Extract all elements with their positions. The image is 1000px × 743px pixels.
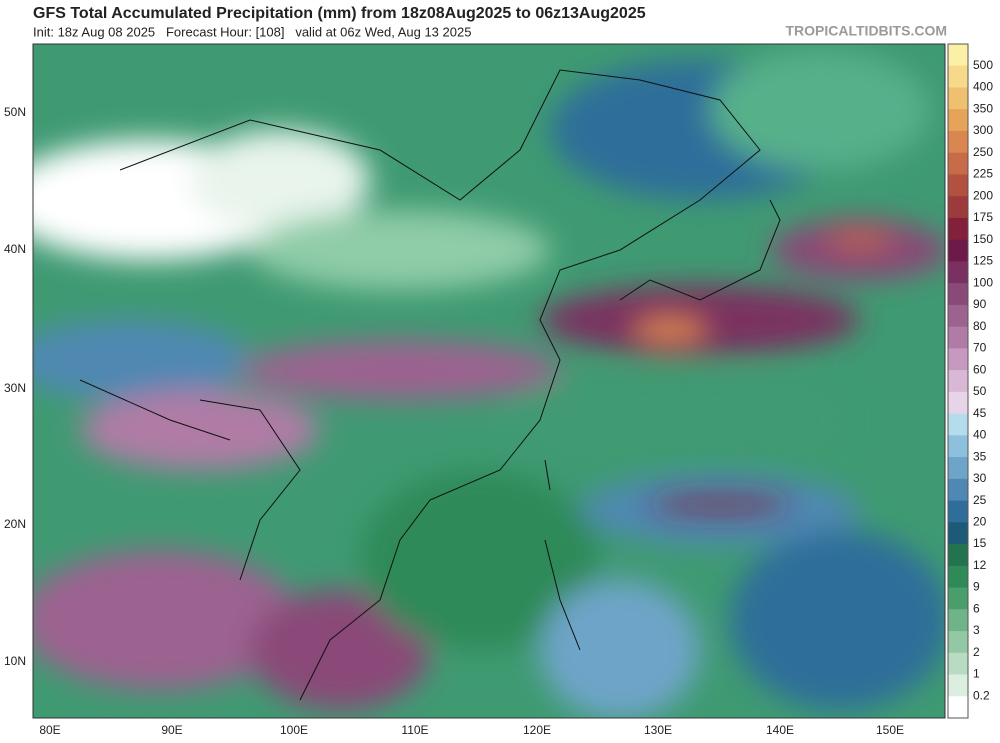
colorbar-label: 12 [973, 558, 987, 572]
colorbar-swatch [948, 239, 968, 262]
colorbar-label: 15 [973, 536, 987, 550]
colorbar-swatch [948, 304, 968, 328]
lat-label: 30N [4, 381, 26, 395]
colorbar-label: 3 [973, 623, 980, 637]
colorbar-swatch [948, 261, 968, 284]
lon-label: 90E [161, 723, 182, 737]
colorbar-label: 150 [973, 232, 993, 246]
colorbar-label: 0.2 [973, 688, 990, 702]
colorbar-swatch [948, 174, 968, 197]
title: GFS Total Accumulated Precipitation (mm)… [33, 5, 646, 22]
colorbar-swatch [948, 674, 968, 697]
colorbar-swatch [948, 65, 968, 88]
source: TROPICALTIDBITS.COM [785, 23, 947, 39]
lat-label: 10N [4, 654, 26, 668]
lat-label: 50N [4, 105, 26, 119]
colorbar-swatch [948, 587, 968, 610]
colorbar-label: 300 [973, 123, 993, 137]
subtitle: Init: 18z Aug 08 2025 Forecast Hour: [10… [33, 24, 471, 39]
colorbar-swatch [948, 565, 968, 589]
lon-label: 100E [280, 723, 308, 737]
colorbar-swatch [948, 391, 968, 415]
colorbar-swatch [948, 87, 968, 110]
map-frame [32, 43, 946, 719]
colorbar-label: 80 [973, 319, 987, 333]
colorbar-label: 30 [973, 471, 987, 485]
colorbar-label: 40 [973, 428, 987, 442]
colorbar-label: 175 [973, 210, 993, 224]
colorbar-swatch [948, 413, 968, 436]
lon-label: 120E [523, 723, 551, 737]
colorbar-label: 225 [973, 167, 993, 181]
colorbar-swatch [948, 196, 968, 219]
colorbar-swatch [948, 109, 968, 132]
colorbar-swatch [948, 478, 968, 502]
colorbar-swatch [948, 609, 968, 632]
lon-label: 140E [766, 723, 794, 737]
colorbar-swatch [948, 326, 968, 349]
lat-label: 40N [4, 242, 26, 256]
colorbar-swatch [948, 217, 968, 241]
colorbar-label: 50 [973, 384, 987, 398]
colorbar-label: 100 [973, 275, 993, 289]
colorbar-label: 125 [973, 254, 993, 268]
colorbar-label: 9 [973, 580, 980, 594]
colorbar-label: 350 [973, 101, 993, 115]
colorbar-swatch [948, 457, 968, 480]
colorbar-label: 1 [973, 667, 980, 681]
colorbar-label: 250 [973, 145, 993, 159]
colorbar-swatch [948, 283, 968, 306]
colorbar-label: 200 [973, 188, 993, 202]
map [33, 44, 945, 718]
colorbar-label: 20 [973, 514, 987, 528]
colorbar-swatch [948, 652, 968, 676]
colorbar-label: 6 [973, 601, 980, 615]
colorbar-swatch [948, 544, 968, 567]
lon-label: 110E [401, 723, 428, 737]
colorbar-label: 35 [973, 449, 987, 463]
colorbar-label: 500 [973, 58, 993, 72]
longitude-labels: 80E 90E 100E 110E 120E 130E 140E 150E [39, 723, 904, 737]
colorbar-swatch [948, 500, 968, 523]
colorbar-swatch [948, 522, 968, 545]
colorbar-swatch [948, 130, 968, 154]
colorbar-label: 45 [973, 406, 987, 420]
colorbar-swatch [948, 696, 968, 719]
colorbar-label: 400 [973, 80, 993, 94]
colorbar-swatch [948, 435, 968, 458]
colorbar-label: 25 [973, 493, 987, 507]
colorbar-swatch [948, 152, 968, 175]
lon-label: 80E [39, 723, 60, 737]
colorbar-frame [947, 43, 969, 719]
latitude-labels: 50N 40N 30N 20N 10N [4, 105, 26, 668]
colorbar-label: 60 [973, 362, 987, 376]
colorbar-label: 70 [973, 341, 987, 355]
colorbar: 5004003503002502252001751501251009080706… [947, 43, 993, 719]
lon-label: 150E [876, 723, 904, 737]
colorbar-swatch [948, 631, 968, 654]
colorbar-label: 90 [973, 297, 987, 311]
colorbar-label: 2 [973, 645, 980, 659]
lat-label: 20N [4, 517, 26, 531]
lon-label: 130E [644, 723, 672, 737]
colorbar-swatch [948, 348, 968, 371]
colorbar-swatch [948, 370, 968, 393]
colorbar-swatch [948, 44, 968, 67]
